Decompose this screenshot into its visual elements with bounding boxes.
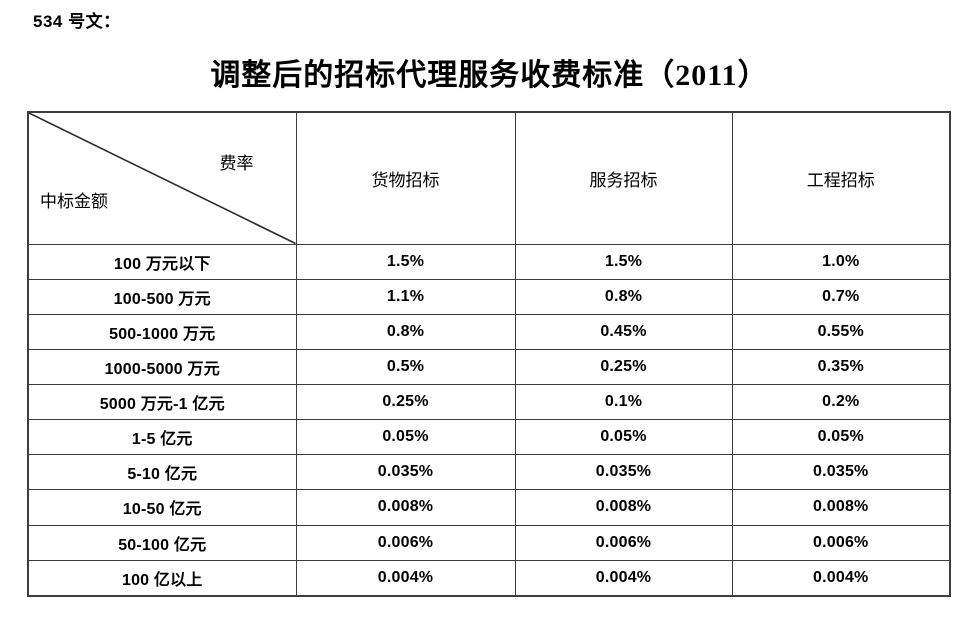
rate-cell: 0.05%	[514, 419, 733, 456]
rate-cell: 0.006%	[295, 524, 516, 561]
rate-cell: 0.45%	[514, 313, 733, 350]
rate-cell: 0.006%	[514, 524, 733, 561]
rate-cell: 0.035%	[514, 454, 733, 491]
rate-cell: 0.55%	[731, 313, 951, 350]
rate-cell: 0.7%	[731, 278, 951, 315]
corner-label-bid-amount: 中标金额	[40, 191, 108, 211]
rate-cell: 0.05%	[295, 419, 516, 456]
table-row: 50-100 亿元 0.006% 0.006% 0.006%	[27, 524, 951, 561]
column-header-engineering: 工程招标	[731, 111, 951, 245]
rate-cell: 0.8%	[514, 278, 733, 315]
table-row: 500-1000 万元 0.8% 0.45% 0.55%	[27, 313, 951, 350]
rate-cell: 0.035%	[295, 454, 516, 491]
rate-cell: 0.05%	[731, 419, 951, 456]
rate-cell: 0.006%	[731, 524, 951, 561]
rate-cell: 0.5%	[295, 348, 516, 386]
table-row: 100 万元以下 1.5% 1.5% 1.0%	[27, 243, 951, 280]
rate-cell: 0.008%	[514, 489, 733, 526]
table-row: 1-5 亿元 0.05% 0.05% 0.05%	[27, 419, 951, 456]
row-label-bid-amount-range: 100 万元以下	[27, 243, 297, 280]
row-label-bid-amount-range: 50-100 亿元	[27, 524, 297, 561]
rate-cell: 0.25%	[295, 383, 516, 421]
fee-table: 费率 中标金额 货物招标 服务招标 工程招标 100 万元以下 1.5% 1.5% 1…	[27, 111, 951, 597]
rate-cell: 0.2%	[731, 383, 951, 421]
row-label-bid-amount-range: 1000-5000 万元	[27, 348, 297, 386]
table-row: 5-10 亿元 0.035% 0.035% 0.035%	[27, 454, 951, 491]
table-row: 100-500 万元 1.1% 0.8% 0.7%	[27, 278, 951, 315]
page-title: 调整后的招标代理服务收费标准（2011）	[210, 59, 769, 92]
row-label-bid-amount-range: 100-500 万元	[27, 278, 297, 315]
table-body: 100 万元以下 1.5% 1.5% 1.0% 100-500 万元 1.1% 0.8% 0.…	[27, 243, 951, 597]
rate-cell: 1.5%	[514, 243, 733, 280]
rate-cell: 1.0%	[731, 243, 951, 280]
rate-cell: 0.035%	[731, 454, 951, 491]
rate-cell: 0.008%	[731, 489, 951, 526]
rate-cell: 0.004%	[295, 559, 516, 597]
table-row: 1000-5000 万元 0.5% 0.25% 0.35%	[27, 348, 951, 386]
diagonal-header-cell: 费率 中标金额	[27, 111, 297, 245]
table-row: 5000 万元-1 亿元 0.25% 0.1% 0.2%	[27, 383, 951, 421]
table-header-row: 费率 中标金额 货物招标 服务招标 工程招标	[27, 111, 951, 245]
rate-cell: 1.5%	[295, 243, 516, 280]
column-header-goods: 货物招标	[295, 111, 516, 245]
table-row: 10-50 亿元 0.008% 0.008% 0.008%	[27, 489, 951, 526]
doc-ref-label: 534 号文：	[33, 12, 121, 31]
rate-cell: 0.8%	[295, 313, 516, 350]
rate-cell: 0.004%	[514, 559, 733, 597]
corner-label-rate: 费率	[219, 154, 254, 173]
row-label-bid-amount-range: 100 亿以上	[27, 559, 297, 597]
row-label-bid-amount-range: 5000 万元-1 亿元	[27, 383, 297, 421]
rate-cell: 0.35%	[731, 348, 951, 386]
row-label-bid-amount-range: 5-10 亿元	[27, 454, 297, 491]
rate-cell: 0.008%	[295, 489, 516, 526]
diagonal-split-line	[29, 113, 296, 244]
column-header-services: 服务招标	[514, 111, 733, 245]
rate-cell: 0.1%	[514, 383, 733, 421]
table-row: 100 亿以上 0.004% 0.004% 0.004%	[27, 559, 951, 597]
rate-cell: 0.25%	[514, 348, 733, 386]
row-label-bid-amount-range: 10-50 亿元	[27, 489, 297, 526]
rate-cell: 1.1%	[295, 278, 516, 315]
row-label-bid-amount-range: 500-1000 万元	[27, 313, 297, 350]
row-label-bid-amount-range: 1-5 亿元	[27, 419, 297, 456]
rate-cell: 0.004%	[731, 559, 951, 597]
